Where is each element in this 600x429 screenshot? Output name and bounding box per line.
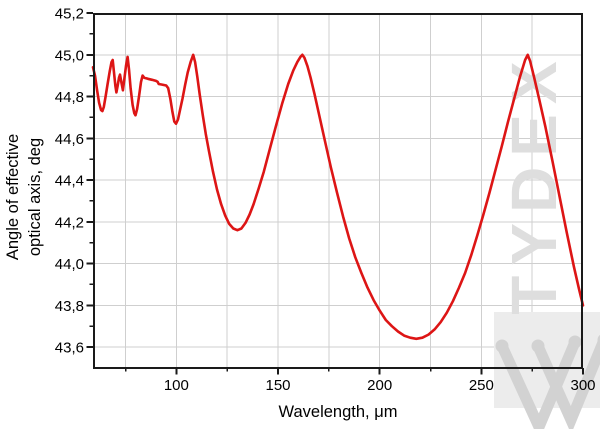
y-tick-label: 44,8 bbox=[55, 89, 84, 106]
y-axis-title-line-1: Angle of effective bbox=[4, 134, 22, 260]
y-tick-label: 45,2 bbox=[55, 6, 84, 23]
logo-dot bbox=[568, 335, 582, 349]
tydex-logo-watermark-icon bbox=[496, 336, 600, 429]
x-tick-label: 250 bbox=[469, 377, 494, 394]
tydex-text-watermark: TYDEX bbox=[498, 51, 570, 314]
logo-dot bbox=[597, 334, 600, 346]
logo-dot bbox=[551, 380, 561, 390]
logo-dot bbox=[531, 339, 545, 353]
y-tick-label: 44,2 bbox=[55, 214, 84, 231]
logo-v-stroke bbox=[496, 336, 581, 429]
y-tick-label: 44,4 bbox=[55, 173, 84, 190]
x-tick-label: 150 bbox=[266, 377, 291, 394]
x-tick-label: 100 bbox=[164, 377, 189, 394]
data-curve bbox=[91, 53, 585, 341]
x-axis-title: Wavelength, μm bbox=[279, 403, 398, 421]
logo-dot bbox=[495, 339, 509, 353]
y-tick-label: 45,0 bbox=[55, 47, 84, 64]
y-tick-label: 44,0 bbox=[55, 256, 84, 273]
y-tick-label: 44,6 bbox=[55, 131, 84, 148]
plot-border bbox=[93, 13, 583, 369]
tydex-logo-dots bbox=[495, 334, 600, 390]
logo-v-stroke bbox=[532, 336, 600, 429]
y-axis-title-line-2: optical axis, deg bbox=[26, 138, 44, 256]
x-tick-label: 200 bbox=[367, 377, 392, 394]
watermark-layer: TYDEX bbox=[494, 51, 600, 429]
tick-label-layer: 100 150 200 250 300 43,6 43,8 44,0 44,2 44,4 44,6 4… bbox=[55, 6, 596, 395]
y-tick-label: 43,8 bbox=[55, 298, 84, 315]
tick-layer bbox=[86, 12, 584, 375]
y-tick-label: 43,6 bbox=[55, 340, 84, 357]
x-tick-label: 300 bbox=[570, 377, 595, 394]
